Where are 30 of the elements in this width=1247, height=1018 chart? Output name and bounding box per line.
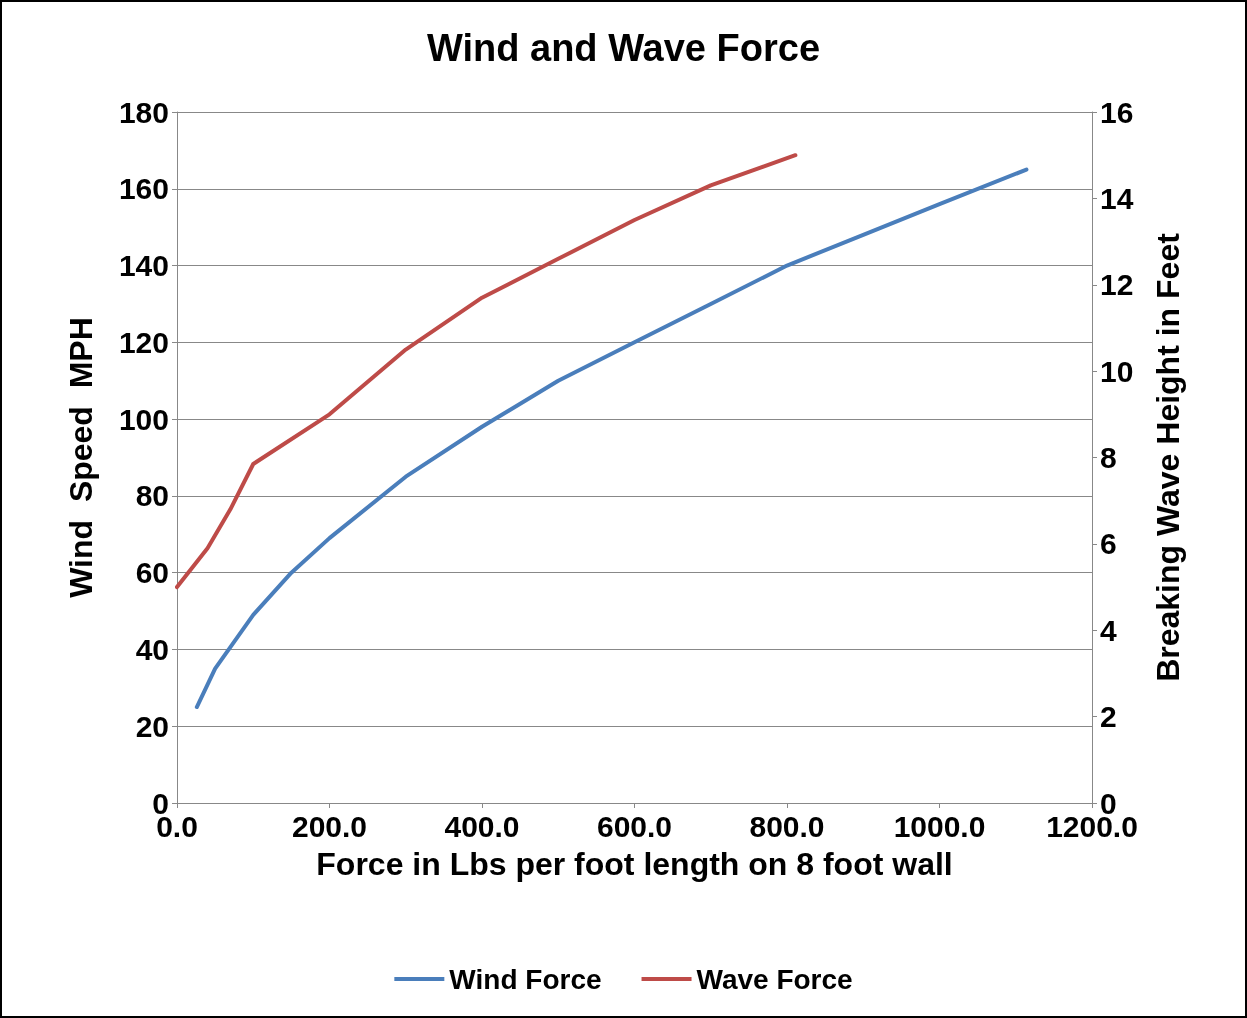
- y-tick-label: 160: [118, 172, 169, 206]
- y-tick-label: 60: [135, 556, 169, 590]
- y-tick-label: 140: [118, 249, 169, 283]
- line-series: [175, 153, 798, 590]
- y-axis-title: Wind Speed MPH: [63, 317, 99, 598]
- x-tick-label: 800.0: [749, 809, 825, 843]
- x-tick-label: 200.0: [291, 809, 368, 843]
- y-tick-label: 80: [135, 479, 169, 513]
- y2-tick-label: 12: [1100, 268, 1134, 302]
- y2-tick-label: 10: [1100, 354, 1134, 388]
- y-tick-label: 20: [135, 709, 169, 743]
- y-tick-label: 40: [135, 632, 169, 666]
- y2-tick-label: 6: [1100, 527, 1117, 561]
- x-tick-label: 400.0: [444, 809, 520, 843]
- y2-tick-label: 4: [1100, 613, 1117, 647]
- y2-tick-label: 14: [1100, 181, 1134, 215]
- line-series: [194, 167, 1029, 710]
- y2-tick-label: 2: [1100, 700, 1117, 734]
- y-tick-label: 180: [118, 95, 169, 129]
- chart-title: Wind and Wave Force: [426, 27, 821, 69]
- y2-tick-label: 8: [1100, 441, 1117, 474]
- x-tick-label: 1000.0: [893, 809, 986, 843]
- y2-axis-title: Breaking Wave Height in Feet: [1150, 232, 1186, 682]
- legend-label: Wave Force: [696, 963, 853, 995]
- legend-label: Wind Force: [449, 963, 602, 995]
- y-tick-label: 120: [118, 325, 169, 359]
- x-tick-label: 600.0: [596, 809, 673, 843]
- x-axis-title: Force in Lbs per foot length on 8 foot wall: [316, 846, 953, 882]
- y-tick-label: 100: [118, 402, 169, 436]
- y2-tick-label: 16: [1100, 95, 1134, 129]
